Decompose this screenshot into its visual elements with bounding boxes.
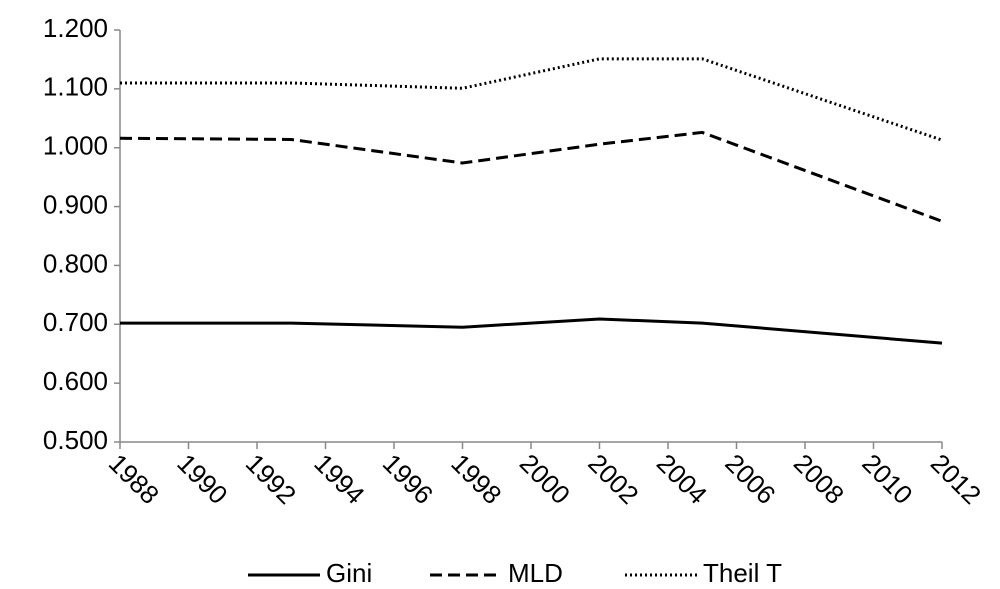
y-tick-label: 1.100	[43, 72, 108, 102]
x-tick-label: 2006	[719, 448, 781, 510]
x-tick-label: 2012	[925, 448, 987, 510]
x-tick-label: 2002	[582, 448, 644, 510]
legend-label: Gini	[326, 558, 372, 588]
x-tick-label: 1988	[103, 448, 165, 510]
legend-label: Theil T	[703, 558, 782, 588]
x-tick-label: 1994	[308, 448, 370, 510]
x-tick-label: 1992	[240, 448, 302, 510]
x-tick-label: 1990	[171, 448, 233, 510]
y-tick-label: 0.700	[43, 307, 108, 337]
x-tick-label: 1998	[445, 448, 507, 510]
series-line	[120, 317, 943, 345]
x-tick-label: 2000	[514, 448, 576, 510]
y-tick-label: 0.800	[43, 248, 108, 278]
y-tick-label: 1.200	[43, 13, 108, 43]
series-line	[120, 57, 943, 142]
y-tick-label: 0.900	[43, 189, 108, 219]
x-tick-label: 2004	[651, 448, 713, 510]
y-tick-label: 1.000	[43, 131, 108, 161]
legend-label: MLD	[508, 558, 563, 588]
y-tick-label: 0.500	[43, 425, 108, 455]
y-tick-label: 0.600	[43, 366, 108, 396]
series-line	[119, 130, 943, 223]
x-tick-label: 1996	[377, 448, 439, 510]
x-tick-label: 2008	[788, 448, 850, 510]
x-tick-label: 2010	[856, 448, 918, 510]
